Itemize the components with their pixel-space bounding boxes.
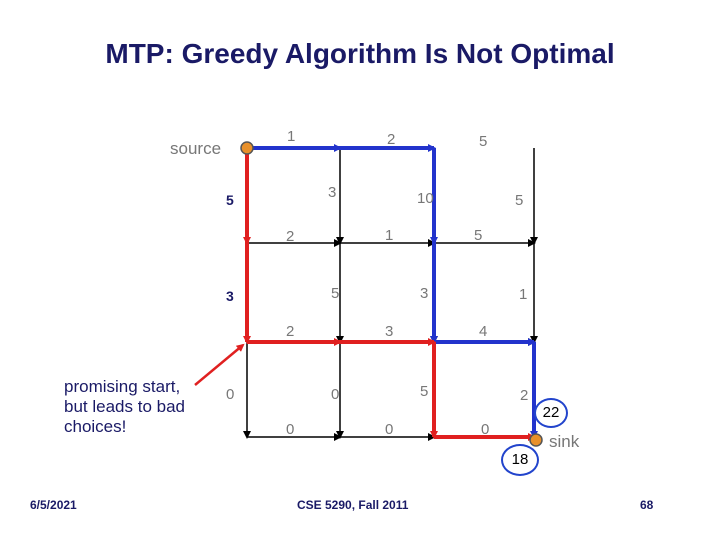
edge-weight-v-0-0: 5	[226, 192, 234, 208]
edge-weight-v-1-1: 5	[331, 285, 340, 302]
edge-weight-h-2-2: 4	[479, 323, 488, 340]
optimal-path	[243, 148, 536, 441]
footer-date: 6/5/2021	[30, 498, 77, 512]
edge-weight-v-0-2: 10	[417, 190, 434, 207]
edge-weight-h-1-2: 5	[474, 227, 483, 244]
edge-weight-h-3-2: 0	[481, 421, 490, 438]
edge-weight-v-2-1: 0	[331, 386, 340, 403]
edge-weight-v-2-2: 5	[420, 383, 429, 400]
edge-weight-h-3-1: 0	[385, 421, 394, 438]
edge-weight-v-2-3: 2	[520, 387, 529, 404]
edge-weight-v-1-3: 1	[519, 286, 528, 303]
edge-weight-h-1-0: 2	[286, 228, 295, 245]
annotation-pointer	[194, 343, 245, 386]
edge-weight-h-0-2: 5	[479, 133, 488, 150]
page-number: 68	[640, 498, 654, 512]
edge-weight-v-1-2: 3	[420, 285, 429, 302]
edge-weight-h-0-1: 2	[387, 131, 396, 148]
edge-weight-h-3-0: 0	[286, 421, 295, 438]
grid-edges	[243, 148, 538, 441]
annotation-text: promising start, but leads to bad choice…	[64, 377, 185, 436]
edge-weight-v-2-0: 0	[226, 386, 235, 403]
source-label: source	[170, 139, 222, 158]
greedy-score: 22	[534, 398, 568, 428]
edge-weight-h-2-1: 3	[385, 323, 394, 340]
edge-weight-v-0-1: 3	[328, 184, 337, 201]
edge-weight-v-0-3: 5	[515, 192, 524, 209]
sink-label: sink	[549, 432, 580, 451]
edge-weight-h-0-0: 1	[287, 128, 296, 145]
greedy-path	[247, 144, 538, 439]
optimal-score: 18	[501, 444, 539, 476]
edge-weight-h-2-0: 2	[286, 323, 295, 340]
edge-weight-h-1-1: 1	[385, 227, 394, 244]
sink-node	[529, 433, 543, 447]
footer-course: CSE 5290, Fall 2011	[297, 498, 409, 512]
edge-weight-v-1-0: 3	[226, 288, 234, 304]
source-node	[240, 141, 254, 155]
slide-title: MTP: Greedy Algorithm Is Not Optimal	[105, 38, 615, 69]
